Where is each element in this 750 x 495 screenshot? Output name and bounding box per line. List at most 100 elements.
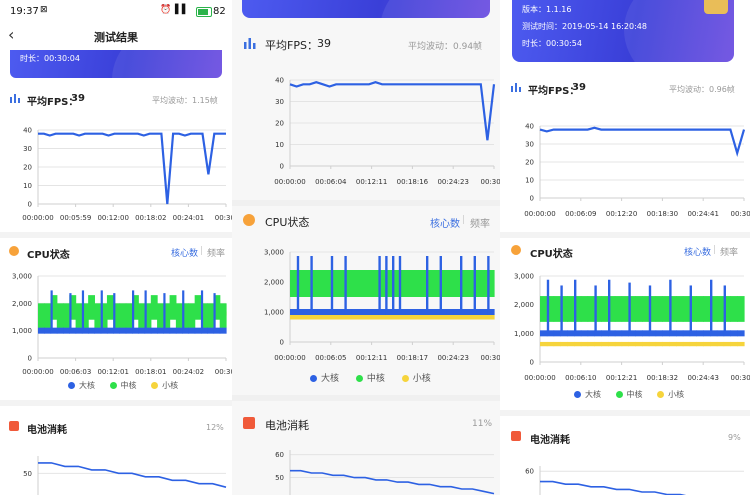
result-banner: 时长：00:30:04: [10, 50, 222, 78]
tab-separator: |: [462, 215, 466, 225]
cpu-bar: [50, 290, 53, 333]
fps-chart: 0 10 20 30 40 00:00:00 00:06:04 00:12:11 00:18:1…: [274, 77, 500, 187]
battery-level: 82: [213, 6, 226, 17]
cpu-bar: [480, 315, 488, 320]
legend-dot-icon: [401, 375, 409, 382]
x-tick-label: 00:00:00: [274, 354, 305, 362]
tab-frequency[interactable]: 频率: [207, 249, 226, 259]
cpu-bar: [587, 341, 595, 347]
cpu-bar: [487, 256, 490, 314]
cpu-bar: [330, 270, 339, 297]
section-divider: [0, 232, 232, 238]
cpu-bar: [614, 330, 623, 337]
cpu-bar: [614, 341, 623, 347]
x-tick-label: 00:12:00: [97, 214, 128, 222]
cpu-bar: [608, 330, 616, 337]
cpu-bar: [601, 330, 609, 337]
cpu-bar: [439, 309, 447, 315]
cpu-bar: [669, 330, 677, 337]
cpu-bar: [487, 309, 495, 315]
cpu-bar: [540, 296, 548, 322]
cpu-bar: [553, 296, 561, 322]
cpu-bar: [439, 270, 447, 297]
cpu-bar: [351, 315, 359, 320]
cpu-bar: [419, 315, 427, 320]
cpu-bar: [392, 270, 400, 297]
series-mid: [38, 295, 227, 328]
cpu-bar: [460, 315, 468, 320]
cpu-bar: [94, 303, 102, 328]
chevron-left-icon[interactable]: ‹: [8, 25, 15, 44]
cpu-bar: [540, 341, 548, 347]
section-divider: [500, 232, 750, 238]
y-tick-label: 0: [28, 201, 32, 209]
legend-dot-icon: [355, 375, 363, 382]
cpu-bar: [100, 303, 108, 328]
tab-separator: |: [200, 246, 204, 256]
tab-frequency[interactable]: 频率: [720, 248, 739, 258]
cpu-bar: [432, 270, 441, 297]
cpu-bar: [200, 303, 208, 328]
cpu-bar: [303, 270, 311, 297]
cpu-bar: [730, 296, 738, 322]
cpu-bar: [710, 279, 713, 336]
x-tick-label: 00:12:21: [606, 374, 637, 382]
cpu-bar: [219, 327, 227, 334]
cpu-bar: [553, 341, 561, 347]
cpu-bar: [169, 327, 177, 334]
cpu-bar: [182, 290, 185, 333]
cpu-bar: [194, 295, 202, 320]
page-title: 测试结果: [94, 31, 138, 44]
cpu-bar: [412, 315, 420, 320]
cpu-bar: [540, 330, 548, 337]
battery-icon: [9, 421, 19, 431]
cpu-bar: [587, 330, 595, 337]
cpu-bar: [75, 327, 83, 334]
cpu-bar: [446, 270, 454, 297]
x-tick-label: 00:06:03: [60, 368, 91, 376]
cpu-bar: [44, 327, 52, 334]
cpu-bar: [480, 309, 488, 315]
fps-value: 39: [572, 82, 586, 93]
tab-frequency[interactable]: 频率: [470, 219, 490, 230]
tab-core-count[interactable]: 核心数: [430, 219, 460, 230]
cpu-bar: [426, 315, 434, 320]
cpu-bar: [580, 330, 589, 337]
y-tick-label: 50: [23, 470, 32, 478]
y-tick-label: 30: [275, 98, 284, 106]
legend-item-small: 小核: [401, 374, 431, 384]
tab-core-count[interactable]: 核心数: [684, 248, 712, 258]
cpu-bar: [303, 309, 311, 315]
cpu-bar: [69, 327, 77, 334]
cpu-bar: [466, 270, 475, 297]
series-line: [289, 81, 496, 141]
cpu-bar: [38, 327, 45, 334]
cpu-legend: 大核 中核 小核: [68, 380, 178, 391]
cpu-bar: [69, 295, 77, 320]
cpu-bar: [580, 341, 589, 347]
cpu-bar: [398, 315, 407, 320]
y-tick-label: 3,000: [264, 249, 284, 257]
x-tick-label: 00:30:2: [481, 354, 501, 362]
cpu-bar: [669, 341, 677, 347]
tab-core-count[interactable]: 核心数: [171, 249, 199, 259]
cpu-bar: [710, 330, 718, 337]
cpu-bar: [621, 330, 629, 337]
cpu-bar: [648, 296, 657, 322]
cpu-bar: [594, 285, 597, 336]
cpu-bar: [426, 270, 434, 297]
legend-dot-icon: [109, 382, 117, 389]
battery-status-icon: [196, 7, 212, 17]
cpu-bar: [730, 330, 738, 337]
legend-item-small: 小核: [151, 381, 178, 390]
cpu-bar: [144, 327, 152, 334]
battery-chart: 50 60: [275, 450, 495, 495]
series-big: [540, 279, 745, 337]
cpu-bar: [100, 327, 108, 334]
series-small: [290, 315, 495, 320]
cpu-bar: [207, 303, 215, 328]
cpu-bar: [290, 270, 298, 297]
x-tick-label: 00:24:43: [687, 374, 718, 382]
cpu-bar: [182, 303, 189, 328]
cpu-bar: [163, 293, 166, 333]
